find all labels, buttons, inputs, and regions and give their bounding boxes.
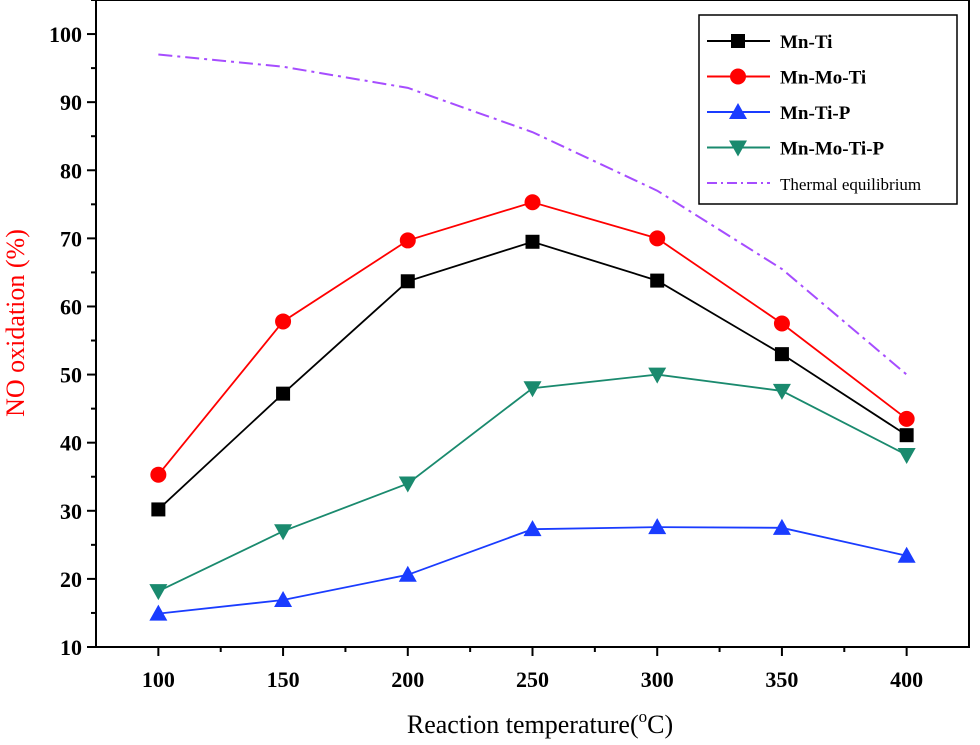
- data-point: [398, 476, 417, 493]
- series-mn-mo-ti-p: [149, 367, 916, 601]
- x-axis-title-text: Reaction temperature: [407, 710, 630, 739]
- x-axis-unit-suffix: C): [647, 710, 673, 739]
- series-layer: [149, 53, 916, 621]
- data-point: [898, 410, 915, 427]
- legend-label: Mn-Mo-Ti: [780, 68, 866, 89]
- data-point: [897, 546, 916, 563]
- y-tick-label: 10: [60, 635, 82, 660]
- data-point: [274, 524, 293, 541]
- legend-item: Mn-Mo-Ti-P: [707, 139, 885, 160]
- series-line: [157, 240, 908, 511]
- y-tick-label: 80: [60, 158, 82, 183]
- y-tick-label: 90: [60, 90, 82, 115]
- x-axis-title: Reaction temperature(oC): [407, 707, 673, 739]
- data-point: [899, 428, 914, 443]
- series-mn-mo-ti: [150, 194, 915, 483]
- x-axis-unit-prefix: (: [630, 710, 639, 739]
- data-point: [399, 232, 416, 249]
- data-point: [398, 565, 417, 582]
- y-tick-label: 20: [60, 567, 82, 592]
- legend-marker: [730, 68, 746, 85]
- legend-item: Mn-Mo-Ti: [707, 68, 866, 89]
- y-tick-label: 30: [60, 499, 82, 524]
- series-line: [157, 373, 908, 592]
- x-tick-label: 200: [391, 667, 424, 692]
- y-tick-label: 60: [60, 294, 82, 319]
- legend-label: Mn-Ti: [780, 32, 832, 53]
- y-tick-label: 40: [60, 431, 82, 456]
- legend-marker: [731, 34, 745, 48]
- legend-marker: [729, 140, 747, 157]
- legend-marker: [729, 103, 747, 119]
- data-point: [523, 381, 542, 398]
- legend-label: Mn-Ti-P: [780, 103, 851, 124]
- legend-item: Mn-Ti: [707, 32, 832, 53]
- data-point: [774, 347, 789, 362]
- legend-item: Mn-Ti-P: [707, 103, 851, 124]
- legend-items: Mn-Ti Mn-Mo-Ti Mn-Ti-P Mn-Mo-Ti-P Thermal eq…: [707, 32, 921, 194]
- series-line: [158, 526, 907, 615]
- series-mn-ti-p: [149, 518, 916, 621]
- legend-label: Mn-Mo-Ti-P: [780, 139, 885, 160]
- data-point: [151, 502, 166, 517]
- x-axis-unit-sup: o: [639, 707, 648, 726]
- data-point: [400, 274, 415, 289]
- x-tick-label: 150: [267, 667, 300, 692]
- data-point: [648, 367, 667, 384]
- series-mn-ti: [151, 234, 914, 517]
- y-tick-label: 50: [60, 363, 82, 388]
- data-point: [274, 591, 293, 608]
- data-point: [525, 234, 540, 249]
- data-point: [650, 273, 665, 288]
- legend-item: Thermal equilibrium: [707, 175, 921, 194]
- data-point: [773, 315, 790, 332]
- y-tick-label: 100: [49, 22, 82, 47]
- y-axis-title: NO oxidation (%): [1, 229, 30, 417]
- data-point: [524, 194, 541, 211]
- data-point: [649, 230, 666, 247]
- data-point: [150, 466, 167, 483]
- x-tick-label: 400: [890, 667, 923, 692]
- data-point: [149, 584, 168, 601]
- data-point: [523, 520, 542, 537]
- x-tick-label: 250: [516, 667, 549, 692]
- y-tick-label: 70: [60, 226, 82, 251]
- data-point: [275, 313, 292, 330]
- data-point: [276, 386, 291, 401]
- x-tick-label: 100: [142, 667, 175, 692]
- data-point: [149, 604, 168, 621]
- data-point: [897, 447, 916, 464]
- x-tick-label: 350: [765, 667, 798, 692]
- x-tick-label: 300: [641, 667, 674, 692]
- axis-ticks: 100 150 200 250 300 350 400 10 20 30 40 50 60 70 80 90 1…: [49, 0, 923, 692]
- data-point: [772, 518, 791, 535]
- series-thermal-equilibrium: [158, 53, 908, 376]
- legend-label: Thermal equilibrium: [780, 175, 921, 194]
- legend: Mn-Ti Mn-Mo-Ti Mn-Ti-P Mn-Mo-Ti-P Thermal eq…: [698, 14, 958, 205]
- data-point: [772, 383, 791, 400]
- data-point: [648, 518, 667, 535]
- series-line: [158, 53, 908, 376]
